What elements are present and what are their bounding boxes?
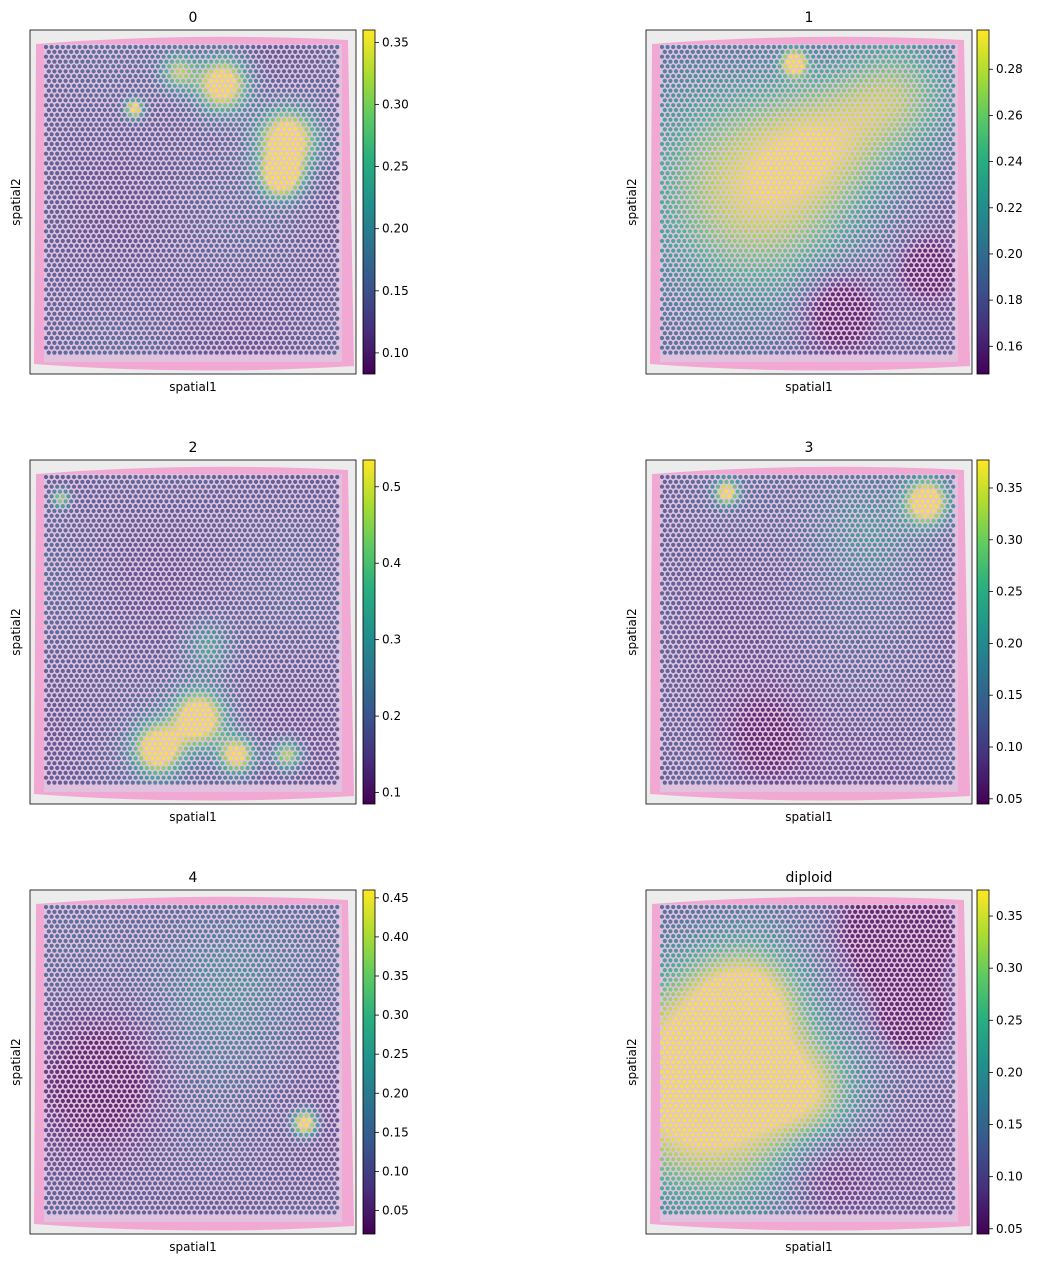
colorbar-tick-label: 0.35 <box>382 35 409 49</box>
y-axis-label: spatial2 <box>625 1038 639 1086</box>
axes-frame <box>29 889 357 1235</box>
panel-0: 0 spatial1 spatial2 0.10 0.15 0.20 0.25 0.30 0.3… <box>9 10 409 394</box>
colorbar-tick-label: 0.2 <box>382 709 401 723</box>
axes-frame <box>29 29 357 375</box>
panel-title: 0 <box>189 10 198 26</box>
colorbar-tick-label: 0.10 <box>382 346 409 360</box>
panel-title: 3 <box>805 440 814 456</box>
colorbar-tick-label: 0.35 <box>382 969 409 983</box>
colorbar-tick-label: 0.05 <box>996 1222 1023 1236</box>
colorbar-tick-label: 0.25 <box>382 1047 409 1061</box>
panel-title: 4 <box>189 870 198 886</box>
spot-grid <box>659 474 956 785</box>
colorbar-tick-label: 0.26 <box>996 108 1023 122</box>
colorbar: 0.1 0.2 0.3 0.4 0.5 <box>362 459 401 805</box>
axes-frame <box>645 459 973 805</box>
panel-4: 4 spatial1 spatial2 0.05 0.10 0.15 0.20 0.25 0.3… <box>9 870 409 1254</box>
panel-3: 3 spatial1 spatial2 0.05 0.10 0.15 0.20 0.25 0.3… <box>625 440 1023 824</box>
axes-frame <box>645 889 973 1235</box>
colorbar-tick-label: 0.20 <box>382 222 409 236</box>
spot-grid <box>43 474 340 785</box>
colorbar: 0.05 0.10 0.15 0.20 0.25 0.30 0.35 0.40 0.45 <box>362 889 409 1235</box>
colorbar-tick-label: 0.05 <box>996 792 1023 806</box>
colorbar-tick-label: 0.45 <box>382 891 409 905</box>
colorbar-tick-label: 0.40 <box>382 930 409 944</box>
axes-frame <box>645 29 973 375</box>
colorbar-tick-label: 0.22 <box>996 201 1023 215</box>
colorbar-tick-label: 0.16 <box>996 339 1023 353</box>
panel-5: diploidspatial1spatial20.050.100.150.200… <box>625 870 1023 1254</box>
colorbar-tick-label: 0.25 <box>996 585 1023 599</box>
axes-frame <box>29 459 357 805</box>
colorbar-tick-label: 0.30 <box>996 533 1023 547</box>
colorbar-tick-label: 0.15 <box>996 688 1023 702</box>
colorbar-tick-label: 0.15 <box>382 284 409 298</box>
y-axis-label: spatial2 <box>625 608 639 656</box>
colorbar: 0.16 0.18 0.20 0.22 0.24 0.26 0.28 <box>976 29 1023 375</box>
colorbar-tick-label: 0.20 <box>996 636 1023 650</box>
x-axis-label: spatial1 <box>785 380 833 394</box>
spot-grid <box>659 44 956 355</box>
colorbar-tick-label: 0.3 <box>382 633 401 647</box>
colorbar-tick-label: 0.25 <box>996 1013 1023 1027</box>
panel-title: 1 <box>805 10 814 26</box>
panel-1: 1 spatial1 spatial2 0.16 0.18 0.20 0.22 0.24 0.2… <box>625 10 1023 394</box>
colorbar-tick-label: 0.30 <box>382 98 409 112</box>
colorbar-tick-label: 0.20 <box>996 1065 1023 1079</box>
spot-grid <box>43 44 340 355</box>
x-axis-label: spatial1 <box>785 810 833 824</box>
colorbar-tick-label: 0.4 <box>382 556 401 570</box>
colorbar: 0.05 0.10 0.15 0.20 0.25 0.30 0.35 <box>976 459 1023 806</box>
panel-2: 2 spatial1 spatial2 0.1 0.2 0.3 0.4 0.5 <box>9 440 401 824</box>
colorbar-tick-label: 0.15 <box>382 1125 409 1139</box>
y-axis-label: spatial2 <box>9 1038 23 1086</box>
colorbar-tick-label: 0.1 <box>382 786 401 800</box>
x-axis-label: spatial1 <box>169 810 217 824</box>
colorbar-tick-label: 0.28 <box>996 62 1023 76</box>
colorbar: 0.05 0.10 0.15 0.20 0.25 0.30 0.35 <box>976 889 1023 1236</box>
colorbar-tick-label: 0.15 <box>996 1118 1023 1132</box>
panel-title: 2 <box>189 440 198 456</box>
colorbar-tick-label: 0.35 <box>996 481 1023 495</box>
colorbar-tick-label: 0.30 <box>996 961 1023 975</box>
colorbar-tick-label: 0.18 <box>996 293 1023 307</box>
y-axis-label: spatial2 <box>9 608 23 656</box>
colorbar-tick-label: 0.25 <box>382 160 409 174</box>
panel-title: diploid <box>786 870 833 886</box>
colorbar-tick-label: 0.24 <box>996 155 1023 169</box>
x-axis-label: spatial1 <box>169 380 217 394</box>
colorbar-tick-label: 0.05 <box>382 1204 409 1218</box>
colorbar-tick-label: 0.10 <box>996 740 1023 754</box>
colorbar-tick-label: 0.10 <box>996 1170 1023 1184</box>
spot-grid <box>659 904 956 1215</box>
colorbar-tick-label: 0.5 <box>382 480 401 494</box>
colorbar-tick-label: 0.20 <box>996 247 1023 261</box>
colorbar-tick-label: 0.10 <box>382 1164 409 1178</box>
y-axis-label: spatial2 <box>9 178 23 226</box>
colorbar-tick-label: 0.30 <box>382 1008 409 1022</box>
y-axis-label: spatial2 <box>625 178 639 226</box>
colorbar-tick-label: 0.35 <box>996 909 1023 923</box>
colorbar-tick-label: 0.20 <box>382 1086 409 1100</box>
x-axis-label: spatial1 <box>169 1240 217 1254</box>
spot-grid <box>43 904 340 1215</box>
colorbar: 0.10 0.15 0.20 0.25 0.30 0.35 <box>362 29 409 375</box>
x-axis-label: spatial1 <box>785 1240 833 1254</box>
